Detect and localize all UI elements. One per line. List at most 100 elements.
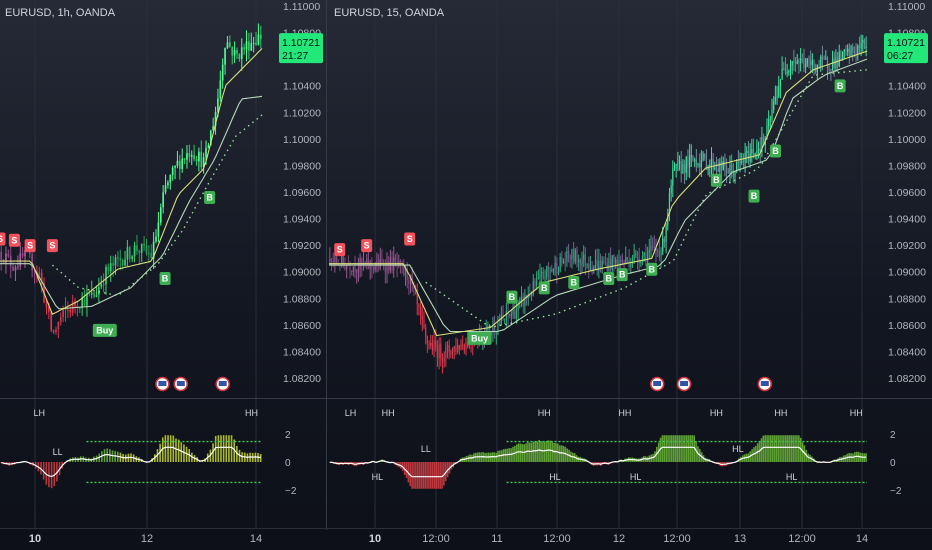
candle-body	[653, 246, 655, 248]
candle-body	[579, 259, 581, 266]
candle-body	[460, 344, 462, 350]
candle-body	[551, 269, 553, 272]
buy-signal[interactable]	[748, 189, 760, 203]
buy-signal[interactable]	[616, 268, 628, 282]
signal-label: Buy	[471, 333, 488, 343]
buy-signal[interactable]	[92, 323, 117, 337]
oscillator-bar	[669, 435, 671, 462]
candle-body	[217, 98, 219, 112]
candle-body	[794, 62, 797, 64]
candle-body	[143, 243, 145, 246]
oscillator-bar	[551, 441, 554, 462]
candle-body	[259, 34, 262, 39]
candle-body	[751, 149, 753, 154]
candle-body	[520, 296, 523, 300]
buy-signal[interactable]	[204, 191, 216, 205]
buy-signal[interactable]	[646, 262, 658, 276]
buy-signal[interactable]	[568, 276, 580, 290]
candle-body	[5, 253, 7, 263]
candle-body	[796, 60, 798, 64]
time-axis-label: 12:00	[788, 533, 816, 545]
price-axis-label: 1.11000	[283, 1, 320, 13]
candle-body	[761, 137, 763, 153]
candle-body	[495, 332, 497, 334]
buy-signal[interactable]	[710, 173, 722, 187]
signal-label: S	[11, 235, 17, 245]
candle-body	[588, 263, 590, 269]
buy-signal[interactable]	[834, 79, 846, 93]
time-axis-label: 10	[29, 533, 41, 545]
candle-body	[805, 64, 807, 68]
sell-signal[interactable]	[8, 233, 20, 247]
candle-body	[346, 265, 348, 270]
candle-body	[207, 145, 210, 148]
sell-signal[interactable]	[0, 232, 6, 246]
left-chart-panel[interactable]: EURUSD, 1h, OANDA1.110001.108001.106001.…	[0, 0, 323, 545]
candle-body	[467, 341, 469, 347]
sell-signal[interactable]	[361, 239, 373, 253]
candle-body	[739, 161, 741, 163]
buy-signal[interactable]	[538, 281, 550, 295]
right-chart-panel[interactable]: EURUSD, 15, OANDA1.110001.108001.106001.…	[329, 0, 928, 545]
slow-moving-average	[329, 58, 868, 333]
candle-body	[581, 260, 583, 266]
candle-body	[342, 255, 344, 264]
candle-body	[181, 158, 184, 169]
candle-body	[157, 222, 160, 237]
candle-body	[620, 260, 622, 262]
candle-body	[183, 158, 186, 160]
osc-axis-label: 2	[890, 430, 896, 441]
price-axis-label: 1.08600	[888, 320, 926, 332]
sell-signal[interactable]	[404, 232, 416, 246]
oscillator-bar	[555, 442, 557, 462]
oscillator-bar	[56, 462, 58, 482]
candle-body	[212, 125, 215, 131]
candle-body	[361, 258, 363, 265]
candle-body	[411, 274, 413, 285]
buy-signal[interactable]	[770, 144, 782, 158]
signal-label: B	[541, 283, 548, 293]
candle-body	[117, 257, 119, 259]
signal-label: B	[162, 274, 169, 284]
candle-body	[699, 163, 701, 168]
oscillator-bar	[530, 442, 533, 462]
buy-signal[interactable]	[506, 290, 518, 304]
candle-body	[347, 265, 349, 267]
candle-body	[250, 43, 253, 51]
oscillator-bar	[517, 443, 520, 462]
signal-label: B	[571, 278, 578, 288]
buy-signal[interactable]	[467, 331, 492, 345]
candle-body	[499, 324, 501, 326]
price-axis-label: 1.10000	[888, 134, 926, 146]
candle-body	[640, 261, 642, 264]
candle-body	[426, 336, 428, 344]
price-axis-label: 1.08400	[888, 346, 926, 358]
candle-body	[86, 293, 88, 306]
candle-body	[652, 245, 654, 247]
candle-body	[848, 48, 850, 56]
candle-body	[83, 297, 86, 306]
candle-body	[425, 327, 427, 337]
sell-signal[interactable]	[46, 239, 58, 253]
buy-signal[interactable]	[159, 272, 171, 286]
candle-body	[401, 263, 403, 266]
candle-body	[559, 257, 561, 272]
candle-body	[136, 245, 138, 251]
price-axis-label: 1.09000	[888, 267, 926, 279]
candle-body	[245, 41, 248, 50]
price-axis-label: 1.10000	[283, 134, 321, 146]
swing-label: LL	[53, 447, 63, 457]
candle-body	[813, 60, 815, 68]
osc-axis-label: −2	[890, 486, 902, 497]
candle-body	[695, 159, 697, 165]
price-axis-label: 1.08800	[283, 293, 321, 305]
candle-body	[613, 255, 615, 263]
candle-body	[0, 251, 3, 260]
candle-body	[57, 322, 60, 330]
buy-signal[interactable]	[603, 272, 615, 286]
sell-signal[interactable]	[334, 243, 346, 257]
sell-signal[interactable]	[24, 239, 36, 253]
candle-body	[737, 162, 739, 164]
oscillator-bar	[230, 435, 233, 462]
oscillator-bar	[433, 462, 436, 489]
